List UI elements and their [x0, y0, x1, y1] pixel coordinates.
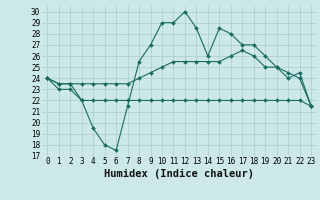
X-axis label: Humidex (Indice chaleur): Humidex (Indice chaleur) — [104, 169, 254, 179]
